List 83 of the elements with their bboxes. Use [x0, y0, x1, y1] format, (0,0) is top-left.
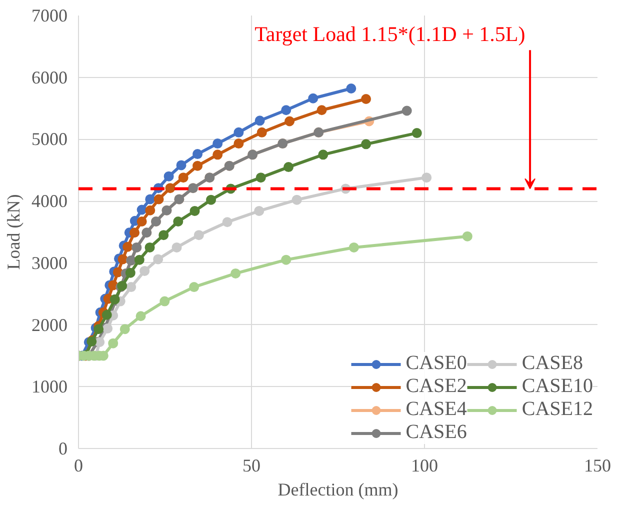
point [192, 160, 203, 171]
point [222, 217, 232, 228]
y-tick-label: 5000 [32, 129, 68, 150]
point [346, 84, 356, 94]
point [120, 324, 130, 334]
point [136, 216, 147, 226]
point [318, 150, 328, 160]
point [189, 282, 200, 292]
legend-label: CASE6 [406, 421, 467, 444]
point [206, 194, 216, 205]
point [118, 254, 128, 264]
legend-label: CASE12 [522, 398, 593, 421]
point [130, 228, 140, 238]
point [94, 324, 104, 334]
point [402, 106, 412, 116]
point [172, 242, 182, 252]
y-tick-label: 2000 [32, 314, 68, 335]
point [194, 230, 204, 240]
point [234, 138, 244, 149]
x-tick-label: 0 [74, 456, 83, 476]
point [256, 172, 266, 183]
point [284, 116, 295, 126]
x-tick-label: 100 [411, 456, 438, 476]
point [145, 194, 156, 204]
point [212, 150, 223, 160]
point [153, 254, 164, 264]
point [281, 254, 292, 265]
point [158, 230, 169, 240]
point [284, 162, 294, 172]
point [173, 216, 184, 226]
point [112, 267, 123, 278]
point [165, 183, 176, 194]
point [192, 149, 203, 160]
point [292, 194, 302, 205]
point [144, 242, 155, 252]
legend-label: CASE10 [522, 375, 593, 398]
legend-label: CASE2 [406, 375, 467, 398]
x-tick-label: 50 [242, 456, 260, 476]
y-tick-label: 3000 [32, 252, 68, 273]
point [254, 206, 264, 216]
y-axis-title: Load (kN) [4, 194, 24, 270]
point [361, 139, 372, 150]
point [154, 194, 164, 204]
point [256, 127, 267, 138]
point [140, 266, 150, 276]
point [230, 268, 241, 278]
point [108, 338, 118, 348]
point [234, 127, 244, 138]
point [190, 206, 200, 216]
y-tick-label: 1000 [32, 376, 68, 397]
ref-line-label: Target Load 1.15*(1.1D + 1.5L) [254, 22, 526, 46]
y-tick-label: 0 [58, 438, 68, 458]
legend-label: CASE8 [522, 352, 583, 375]
point [145, 205, 156, 216]
point [361, 94, 372, 104]
y-tick-label: 7000 [32, 6, 68, 26]
point [136, 204, 147, 215]
point [176, 160, 186, 170]
point [164, 171, 174, 182]
point [254, 116, 265, 126]
point [160, 296, 170, 306]
point [281, 105, 292, 116]
point [308, 93, 318, 104]
point [122, 242, 133, 252]
point [134, 254, 144, 265]
x-tick-label: 150 [584, 456, 611, 476]
point [412, 128, 422, 138]
point [212, 138, 223, 149]
point [316, 105, 327, 116]
point [348, 242, 359, 252]
point [125, 268, 136, 278]
point [126, 282, 136, 292]
point [136, 311, 146, 322]
y-tick-label: 6000 [32, 67, 68, 88]
point [102, 310, 112, 320]
x-axis-title: Deflection (mm) [278, 480, 398, 500]
point [102, 324, 113, 334]
point [178, 172, 188, 183]
point [462, 231, 472, 242]
legend-label: CASE0 [406, 352, 467, 375]
y-tick-label: 4000 [32, 191, 68, 212]
point [422, 172, 432, 183]
legend-label: CASE4 [406, 398, 467, 421]
